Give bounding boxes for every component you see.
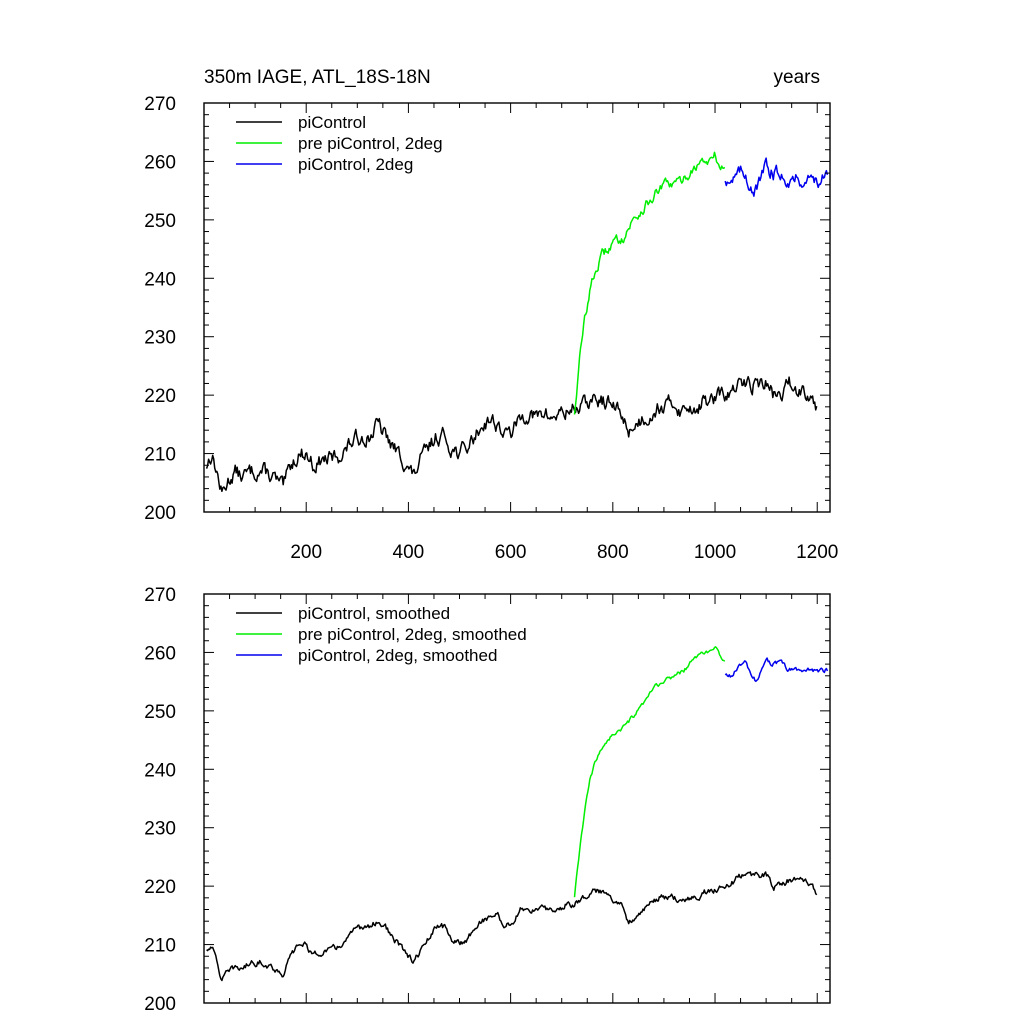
- y-tick-label: 260: [144, 152, 176, 173]
- y-tick-label: 250: [144, 211, 176, 232]
- y-tick-label: 200: [144, 503, 176, 524]
- series-line: [573, 151, 726, 415]
- legend-label: pre piControl, 2deg, smoothed: [298, 625, 527, 644]
- series-layer: [206, 646, 829, 982]
- legend-label: pre piControl, 2deg: [298, 134, 443, 153]
- series-line: [724, 157, 829, 197]
- y-tick-label: 210: [144, 936, 176, 957]
- x-tick-label: 1000: [694, 542, 736, 563]
- y-tick-label: 230: [144, 819, 176, 840]
- series-line: [205, 375, 818, 493]
- x-tick-label: 1200: [796, 542, 838, 563]
- plot-frame: [203, 593, 831, 1004]
- legend-label: piControl, 2deg, smoothed: [298, 646, 497, 665]
- y-tick-label: 270: [144, 585, 176, 606]
- x-tick-label: 200: [290, 542, 322, 563]
- legend: piControl, smoothed pre piControl, 2deg, …: [236, 604, 527, 665]
- y-tick-label: 240: [144, 269, 176, 290]
- y-tick-label: 240: [144, 760, 176, 781]
- ticks-layer: 200 400 600 800 1000 1200 200 210 220 230 240 250 26…: [144, 94, 838, 563]
- series-line: [573, 646, 726, 898]
- plot-frame: [203, 102, 831, 513]
- series-layer: [205, 151, 829, 493]
- y-tick-label: 230: [144, 328, 176, 349]
- x-tick-label: 800: [597, 542, 629, 563]
- legend-label: piControl, 2deg: [298, 155, 413, 174]
- y-tick-label: 210: [144, 445, 176, 466]
- series-line: [724, 657, 829, 683]
- y-tick-label: 200: [144, 994, 176, 1015]
- x-tick-label: 400: [393, 542, 425, 563]
- series-line: [206, 871, 818, 982]
- y-tick-label: 250: [144, 702, 176, 723]
- panel-title: 350m IAGE, ATL_18S-18N: [204, 67, 431, 88]
- x-tick-label: 600: [495, 542, 527, 563]
- y-tick-label: 220: [144, 386, 176, 407]
- y-tick-label: 220: [144, 877, 176, 898]
- y-tick-label: 260: [144, 643, 176, 664]
- legend: piControl pre piControl, 2deg piControl, 2…: [236, 113, 443, 174]
- y-tick-label: 270: [144, 94, 176, 115]
- units-label: years: [774, 67, 820, 88]
- legend-label: piControl, smoothed: [298, 604, 450, 623]
- top-panel: 350m IAGE, ATL_18S-18N years 200 400 600 80…: [144, 67, 838, 563]
- bottom-panel: 200 210 220 230 240 250 260 270 piControl, smoo…: [144, 585, 831, 1015]
- ticks-layer: 200 210 220 230 240 250 260 270: [144, 585, 830, 1015]
- legend-label: piControl: [298, 113, 366, 132]
